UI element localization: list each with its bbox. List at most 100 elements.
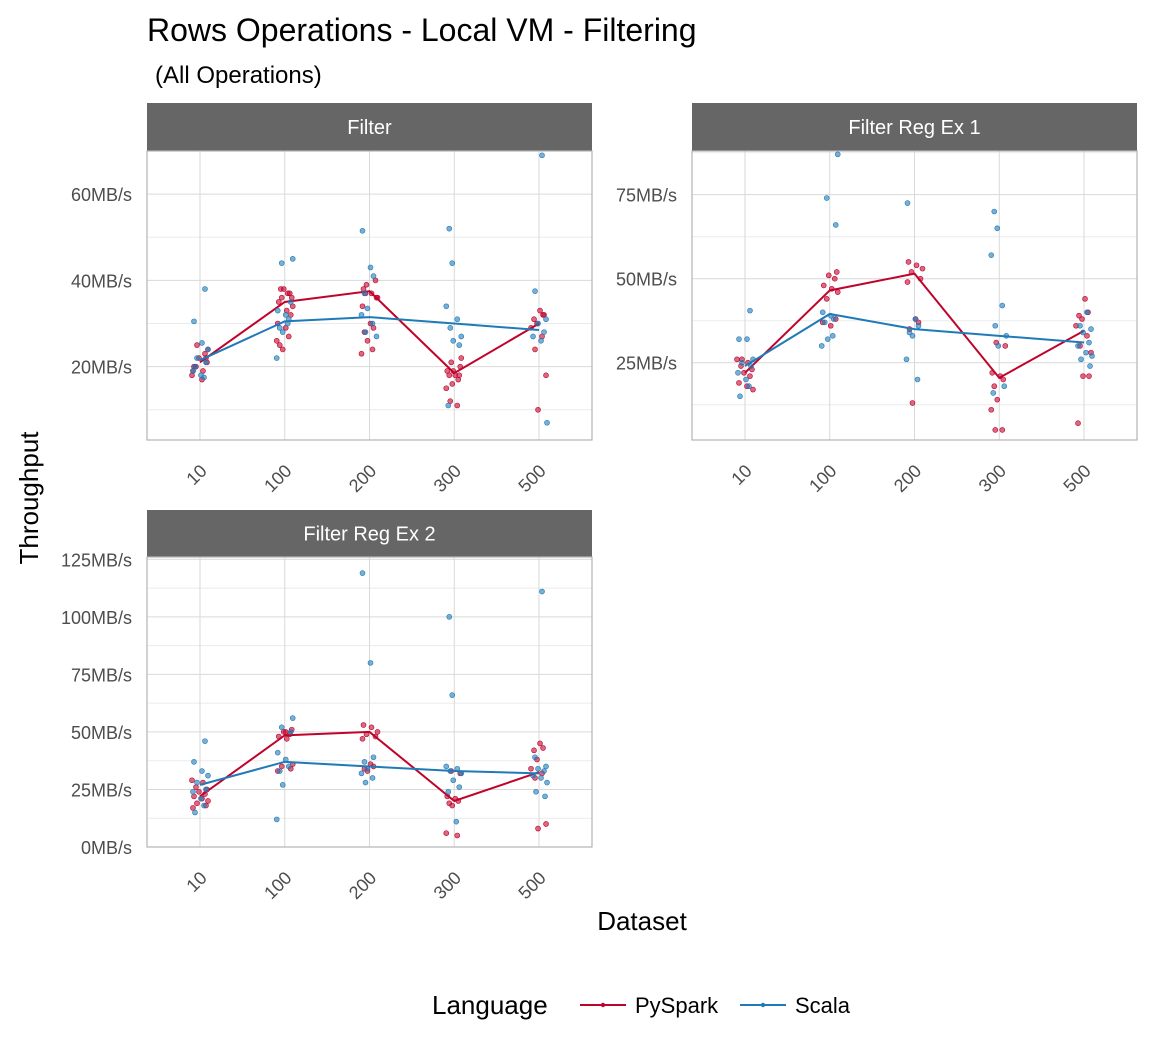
data-point	[443, 303, 450, 310]
data-point	[453, 818, 460, 825]
data-point	[1089, 353, 1095, 359]
data-point	[915, 322, 922, 329]
data-point	[446, 225, 453, 232]
data-point	[368, 724, 375, 731]
data-point	[201, 802, 207, 809]
panel-border	[146, 150, 593, 441]
data-point	[367, 660, 374, 666]
data-point	[1088, 326, 1094, 332]
data-point	[992, 427, 999, 433]
data-point	[191, 759, 197, 765]
data-point	[825, 272, 832, 279]
data-point	[199, 340, 205, 346]
data-point	[445, 402, 452, 409]
series-line	[744, 272, 1085, 380]
data-point	[988, 406, 995, 413]
data-point	[446, 372, 453, 379]
data-point	[748, 363, 754, 369]
data-point	[373, 333, 380, 340]
data-point	[991, 208, 998, 215]
data-point	[278, 763, 285, 770]
data-point	[190, 805, 196, 811]
data-point	[275, 299, 282, 305]
data-point	[538, 775, 544, 781]
data-point	[450, 777, 457, 784]
data-point	[360, 722, 367, 728]
data-point	[283, 736, 290, 742]
data-point	[1080, 373, 1086, 379]
series-line	[199, 290, 540, 375]
data-point	[359, 736, 366, 742]
data-point	[278, 260, 285, 266]
facet-strip-label: Filter	[347, 117, 392, 139]
data-point	[1087, 363, 1093, 369]
data-point	[750, 386, 756, 393]
data-point	[1082, 296, 1088, 302]
data-point	[273, 337, 280, 344]
data-point	[273, 355, 280, 361]
x-tick-label: 10	[727, 461, 755, 489]
data-point	[830, 316, 837, 322]
data-point	[369, 775, 376, 781]
x-tick-label: 100	[260, 868, 295, 903]
data-point	[904, 200, 911, 206]
data-point	[364, 305, 371, 312]
data-point	[201, 374, 207, 381]
data-point	[273, 816, 280, 823]
y-tick-label: 25MB/s	[71, 780, 132, 800]
data-point	[370, 754, 377, 761]
data-point	[278, 294, 285, 301]
x-tick-label: 300	[430, 868, 465, 903]
data-point	[358, 350, 365, 357]
data-point	[369, 346, 376, 353]
data-point	[205, 798, 211, 804]
data-point	[194, 342, 200, 348]
data-point	[1075, 420, 1081, 426]
series-scala	[190, 152, 550, 426]
data-point	[370, 273, 377, 279]
data-point	[537, 307, 543, 314]
data-point	[539, 588, 545, 595]
data-point	[456, 342, 463, 348]
data-point	[199, 768, 205, 774]
data-point	[988, 252, 995, 258]
x-tick-label: 10	[182, 461, 210, 489]
data-point	[454, 316, 461, 323]
data-point	[821, 319, 828, 326]
series-line	[744, 312, 1085, 367]
facet-panel: Filter Reg Ex 1 25MB/s 50MB/s 75MB/s 10 100 20…	[616, 103, 1138, 496]
data-point	[279, 346, 286, 353]
y-tick-label: 0MB/s	[81, 838, 132, 858]
data-point	[535, 825, 541, 832]
y-tick-label: 20MB/s	[71, 358, 132, 378]
data-point	[359, 303, 366, 310]
data-point	[282, 312, 289, 318]
data-point	[735, 369, 741, 376]
data-point	[827, 322, 834, 329]
data-point	[198, 795, 204, 802]
data-point	[1001, 383, 1008, 390]
legend-key-pyspark-point	[600, 1002, 606, 1008]
data-point	[445, 788, 452, 795]
data-point	[541, 329, 547, 335]
facet-strip-label: Filter Reg Ex 2	[303, 524, 435, 546]
data-point	[823, 296, 830, 302]
facet-panel: Filter 20MB/s 40MB/s 60MB/s 10 100 200 300 500	[71, 103, 593, 496]
data-point	[456, 784, 463, 790]
data-point	[454, 832, 461, 839]
data-point	[744, 336, 750, 342]
data-point	[289, 715, 296, 721]
data-point	[285, 333, 292, 340]
y-axis-title: Throughput	[14, 431, 44, 565]
y-tick-label: 50MB/s	[71, 723, 132, 743]
data-point	[191, 318, 197, 325]
data-point	[205, 772, 211, 779]
data-point	[992, 322, 999, 329]
facet-strip	[147, 510, 592, 557]
data-point	[1080, 329, 1086, 336]
data-point	[535, 320, 541, 327]
data-point	[192, 809, 198, 816]
data-point	[829, 333, 836, 339]
